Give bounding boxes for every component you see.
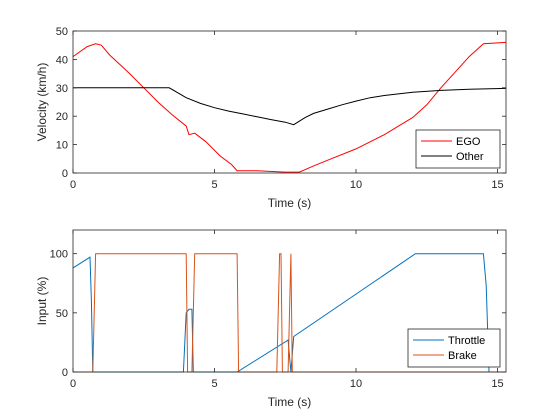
y-tick-label: 50 [56, 308, 68, 320]
x-tick-label: 15 [491, 179, 503, 191]
legend-label-brake: Brake [448, 350, 477, 362]
velocity-x-axis-label: Time (s) [268, 196, 312, 210]
input-axes-frame [72, 229, 507, 373]
y-tick-label: 10 [56, 140, 68, 152]
y-tick-label: 50 [56, 26, 68, 38]
y-tick-label: 0 [62, 168, 68, 180]
x-tick-label: 10 [350, 179, 362, 191]
velocity-axes-frame [72, 30, 507, 174]
series-line-ego [72, 41, 507, 173]
legend-box [407, 328, 501, 368]
x-tick-label: 15 [491, 378, 503, 390]
y-tick-label: 100 [50, 249, 68, 261]
y-tick-label: 40 [56, 54, 68, 66]
legend-box [415, 129, 501, 169]
y-tick-label: 0 [62, 367, 68, 379]
input-x-axis-label: Time (s) [268, 395, 312, 409]
series-line-other [73, 87, 507, 126]
x-tick-label: 10 [350, 378, 362, 390]
input-axes: 0 5 10 15 0 50 100 Time (s) Input (%) Throttle… [35, 229, 507, 409]
y-tick-label: 30 [56, 83, 68, 95]
velocity-legend: EGO Other [415, 129, 501, 169]
input-legend: Throttle Brake [407, 328, 501, 368]
x-tick-label: 0 [70, 378, 76, 390]
y-tick-label: 20 [56, 111, 68, 123]
x-tick-label: 5 [211, 378, 217, 390]
legend-label-throttle: Throttle [448, 335, 485, 347]
input-y-axis-label: Input (%) [35, 277, 49, 326]
x-tick-label: 5 [211, 179, 217, 191]
legend-label-other: Other [456, 151, 484, 163]
velocity-y-axis-label: Velocity (km/h) [35, 63, 49, 142]
legend-label-ego: EGO [456, 136, 481, 148]
velocity-axes: 0 5 10 15 0 10 20 30 40 50 Time (s) Velocity (km/… [35, 26, 507, 210]
x-tick-label: 0 [70, 179, 76, 191]
